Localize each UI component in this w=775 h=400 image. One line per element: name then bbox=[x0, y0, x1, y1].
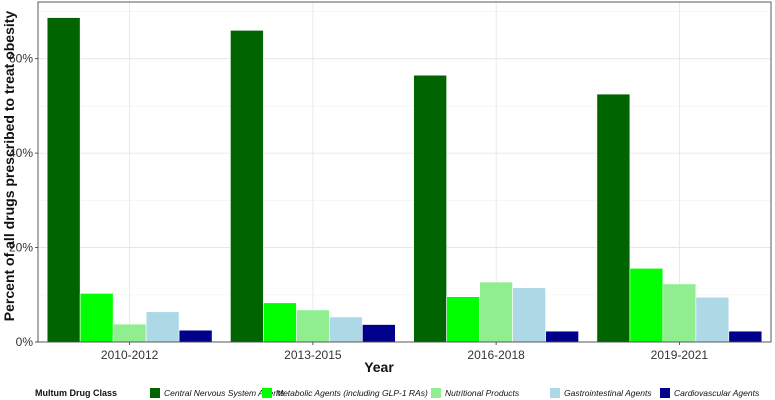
bar bbox=[46, 17, 81, 343]
y-axis-title: Percent of all drugs prescribed to treat… bbox=[1, 11, 17, 322]
bar bbox=[112, 323, 147, 343]
bar bbox=[446, 296, 480, 343]
bar bbox=[230, 30, 264, 343]
legend-swatch bbox=[660, 388, 670, 398]
bar bbox=[596, 93, 631, 343]
bar bbox=[413, 74, 447, 343]
x-tick-label: 2016-2018 bbox=[467, 348, 525, 362]
bar bbox=[479, 281, 513, 343]
legend-swatch bbox=[150, 388, 160, 398]
x-tick-label: 2010-2012 bbox=[101, 348, 159, 362]
legend-title: Multum Drug Class bbox=[35, 388, 117, 398]
bar bbox=[329, 316, 363, 343]
y-tick-label: 20% bbox=[9, 241, 33, 255]
bar bbox=[728, 330, 763, 343]
bar bbox=[296, 309, 330, 343]
x-tick-label: 2013-2015 bbox=[284, 348, 342, 362]
plot-panel-border bbox=[37, 1, 772, 343]
legend-swatch bbox=[262, 388, 272, 398]
y-axis-ticks: 0% 20% 40% 60% bbox=[9, 52, 38, 349]
legend-swatch bbox=[431, 388, 441, 398]
y-tick-label: 0% bbox=[16, 335, 34, 349]
bar bbox=[512, 287, 546, 343]
y-tick-label: 60% bbox=[9, 52, 33, 66]
bar bbox=[545, 330, 579, 343]
bar bbox=[178, 329, 213, 343]
legend-label: Central Nervous System Agents bbox=[164, 388, 285, 398]
y-tick-label: 40% bbox=[9, 146, 33, 160]
bar bbox=[662, 283, 697, 343]
bar bbox=[629, 268, 664, 343]
legend-label: Metabolic Agents (including GLP-1 RAs) bbox=[276, 388, 428, 398]
x-axis-title: Year bbox=[364, 359, 394, 375]
legend-swatch bbox=[550, 388, 560, 398]
bars bbox=[46, 17, 763, 343]
bar bbox=[695, 296, 730, 343]
x-axis-ticks: 2010-2012 2013-2015 2016-2018 2019-2021 bbox=[101, 342, 708, 362]
x-tick-label: 2019-2021 bbox=[651, 348, 709, 362]
legend-label: Gastrointestinal Agents bbox=[564, 388, 652, 398]
legend: Multum Drug Class Central Nervous System… bbox=[35, 388, 760, 398]
legend-label: Cardiovascular Agents bbox=[674, 388, 760, 398]
bar bbox=[79, 293, 114, 343]
bar bbox=[263, 302, 297, 343]
legend-label: Nutritional Products bbox=[445, 388, 520, 398]
bar bbox=[362, 324, 396, 343]
bar bbox=[145, 311, 180, 343]
